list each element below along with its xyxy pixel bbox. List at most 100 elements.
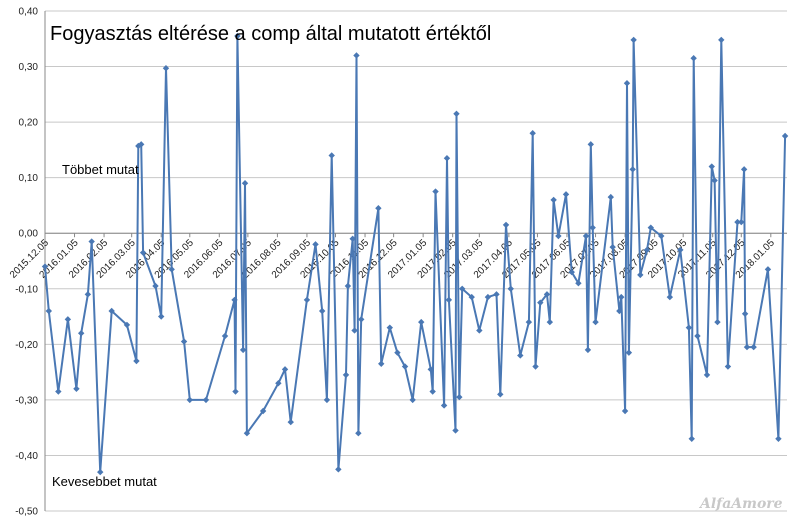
data-point bbox=[323, 396, 331, 404]
y-tick-label: -0,30 bbox=[15, 395, 38, 406]
data-point bbox=[643, 246, 651, 254]
data-point bbox=[328, 152, 335, 159]
marks bbox=[41, 32, 789, 476]
data-point bbox=[587, 141, 594, 148]
data-point bbox=[738, 218, 745, 226]
data-point bbox=[133, 357, 140, 365]
y-tick-label: -0,50 bbox=[15, 507, 38, 518]
data-point bbox=[401, 363, 409, 370]
data-point bbox=[429, 388, 436, 395]
data-point bbox=[88, 238, 95, 245]
data-point bbox=[287, 418, 294, 426]
data-point bbox=[55, 388, 62, 395]
data-point bbox=[609, 243, 616, 251]
data-point bbox=[64, 316, 72, 323]
data-point bbox=[607, 193, 614, 201]
data-point bbox=[658, 232, 665, 240]
data-point bbox=[497, 391, 504, 398]
data-point bbox=[685, 324, 693, 331]
data-point bbox=[493, 291, 500, 298]
data-point bbox=[234, 32, 241, 40]
data-point bbox=[618, 293, 625, 301]
chart-title: Fogyasztás eltérése a comp által mutatot… bbox=[50, 23, 491, 45]
data-point bbox=[743, 343, 751, 351]
data-point bbox=[625, 349, 633, 356]
data-point bbox=[532, 363, 539, 370]
data-point bbox=[703, 371, 711, 379]
data-point bbox=[550, 196, 557, 204]
data-point bbox=[589, 224, 596, 231]
annotation: Kevesebbet mutat bbox=[52, 474, 157, 489]
y-tick-label: -0,10 bbox=[15, 284, 38, 295]
data-point bbox=[344, 282, 352, 290]
data-point bbox=[507, 285, 514, 292]
data-point bbox=[555, 232, 562, 240]
data-point bbox=[781, 132, 789, 140]
data-point bbox=[427, 366, 434, 373]
data-point bbox=[525, 318, 533, 326]
data-point bbox=[452, 427, 459, 434]
data-point bbox=[666, 293, 674, 301]
data-point bbox=[484, 293, 492, 301]
data-point bbox=[108, 307, 115, 315]
data-point bbox=[623, 80, 631, 87]
data-point bbox=[353, 52, 360, 59]
data-point bbox=[432, 188, 439, 195]
data-point bbox=[221, 332, 229, 340]
data-point bbox=[582, 232, 590, 240]
data-point bbox=[152, 282, 159, 290]
data-point bbox=[186, 396, 193, 404]
data-point bbox=[440, 402, 448, 409]
data-point bbox=[358, 316, 365, 323]
data-point bbox=[568, 268, 575, 276]
data-point bbox=[517, 352, 524, 359]
data-point bbox=[621, 407, 629, 415]
data-point bbox=[537, 299, 544, 306]
data-point bbox=[718, 36, 725, 44]
data-point bbox=[281, 366, 289, 373]
data-point bbox=[443, 155, 451, 162]
data-point bbox=[303, 296, 311, 304]
data-point bbox=[275, 380, 282, 387]
data-point bbox=[708, 163, 715, 170]
data-point bbox=[123, 321, 131, 329]
data-point bbox=[202, 396, 210, 404]
data-point bbox=[775, 435, 782, 442]
data-point bbox=[73, 385, 80, 392]
data-point bbox=[740, 166, 748, 173]
data-point bbox=[139, 249, 147, 256]
data-point bbox=[378, 360, 385, 367]
data-point bbox=[637, 271, 644, 279]
data-point bbox=[318, 307, 326, 315]
data-point bbox=[458, 285, 466, 292]
data-point bbox=[45, 307, 53, 315]
data-point bbox=[418, 318, 425, 326]
data-point bbox=[231, 296, 238, 304]
y-tick-label: 0,20 bbox=[19, 118, 39, 129]
data-point bbox=[592, 318, 599, 326]
data-point bbox=[243, 430, 251, 437]
data-point bbox=[677, 246, 684, 254]
data-point bbox=[502, 221, 510, 229]
data-point bbox=[476, 327, 483, 334]
data-point bbox=[158, 313, 165, 320]
annotation: Többet mutat bbox=[62, 162, 139, 177]
data-point bbox=[162, 65, 170, 72]
data-point bbox=[562, 191, 570, 198]
data-point bbox=[335, 466, 342, 473]
data-point bbox=[241, 180, 249, 187]
y-tick-label: 0,10 bbox=[19, 173, 39, 184]
data-point bbox=[529, 130, 536, 137]
data-point bbox=[453, 110, 460, 117]
data-point bbox=[616, 307, 623, 315]
data-point bbox=[97, 468, 104, 476]
data-point bbox=[349, 235, 356, 242]
data-point bbox=[584, 346, 592, 354]
watermark: AlfaAmore bbox=[698, 496, 783, 512]
data-point bbox=[409, 396, 416, 404]
data-point bbox=[741, 310, 749, 317]
data-point bbox=[764, 266, 772, 273]
data-point bbox=[630, 36, 637, 44]
